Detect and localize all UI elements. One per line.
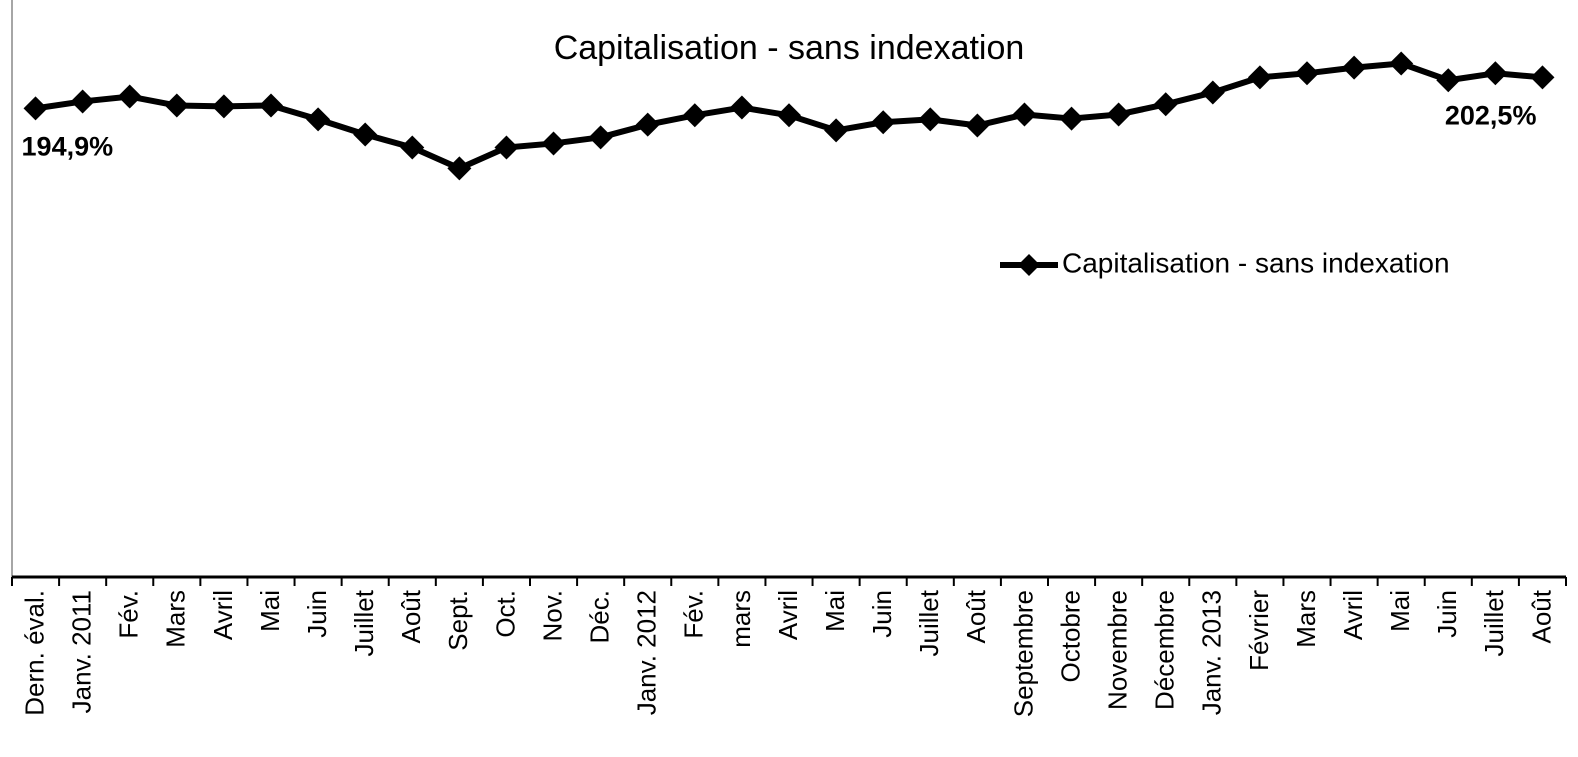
legend-label: Capitalisation - sans indexation [1062, 247, 1450, 278]
x-tick-label: Nov. [537, 590, 567, 642]
x-tick-label: Novembre [1103, 590, 1133, 710]
marker [871, 110, 896, 135]
x-tick-label: Janv. 2011 [67, 590, 97, 713]
marker [1295, 61, 1319, 86]
x-tick-label: Mars [161, 590, 191, 648]
x-tick-label: Juillet [1479, 589, 1509, 656]
x-tick-label: Juillet [349, 589, 379, 656]
x-tick-label: Fév. [679, 590, 709, 639]
x-tick-label: Août [396, 589, 426, 643]
marker [777, 103, 801, 128]
marker [918, 107, 943, 132]
data-label: 202,5% [1445, 101, 1537, 131]
marker [70, 89, 95, 114]
x-tick-label: Mai [820, 590, 850, 632]
marker [1200, 80, 1225, 105]
marker [1059, 106, 1084, 131]
x-tick-label: Oct. [490, 590, 520, 638]
marker [306, 107, 331, 132]
marker [164, 93, 189, 118]
x-tick-label: Août [1526, 589, 1556, 643]
legend-marker [1018, 254, 1040, 276]
marker [353, 122, 378, 147]
x-tick-label: Juin [1432, 590, 1462, 638]
x-tick-label: Janv. 2012 [632, 590, 662, 715]
marker [824, 118, 849, 143]
x-tick-label: Juin [302, 590, 332, 638]
marker [729, 95, 754, 120]
marker [211, 94, 236, 119]
x-tick-label: Fév. [114, 590, 144, 639]
x-tick-label: mars [726, 590, 756, 648]
x-tick-label: Décembre [1150, 590, 1180, 710]
x-tick-label: Octobre [1055, 590, 1085, 683]
marker [1342, 55, 1367, 80]
x-tick-label: Avril [773, 590, 803, 640]
x-tick-label: Mars [1291, 590, 1321, 648]
x-tick-label: Déc. [585, 590, 615, 643]
marker [23, 96, 48, 121]
x-tick-label: Sept. [443, 590, 473, 651]
marker [1153, 92, 1178, 117]
x-tick-label: Mai [255, 590, 285, 632]
chart-title: Capitalisation - sans indexation [554, 29, 1025, 67]
marker [1389, 51, 1414, 76]
marker [682, 103, 707, 128]
x-tick-label: Avril [1338, 590, 1368, 640]
marker [400, 135, 425, 160]
marker [1106, 102, 1131, 127]
x-tick-label: Février [1244, 590, 1274, 671]
marker [1247, 65, 1272, 90]
x-tick-label: Septembre [1008, 590, 1038, 717]
x-tick-label: Juillet [914, 589, 944, 656]
marker [1012, 102, 1037, 127]
marker [635, 112, 660, 137]
marker [494, 135, 519, 160]
marker [259, 93, 283, 118]
marker [117, 84, 142, 109]
marker [1436, 68, 1461, 93]
x-tick-label: Janv. 2013 [1197, 590, 1227, 715]
marker [1483, 61, 1508, 86]
data-label: 194,9% [22, 131, 114, 161]
x-tick-label: Avril [208, 590, 238, 640]
marker [541, 131, 566, 156]
marker [965, 113, 990, 138]
x-tick-label: Dern. éval. [19, 590, 49, 716]
x-tick-label: Juin [867, 590, 897, 638]
marker [447, 156, 472, 181]
marker [588, 125, 613, 150]
marker [1530, 65, 1555, 90]
x-tick-label: Août [961, 589, 991, 643]
x-tick-label: Mai [1385, 590, 1415, 632]
